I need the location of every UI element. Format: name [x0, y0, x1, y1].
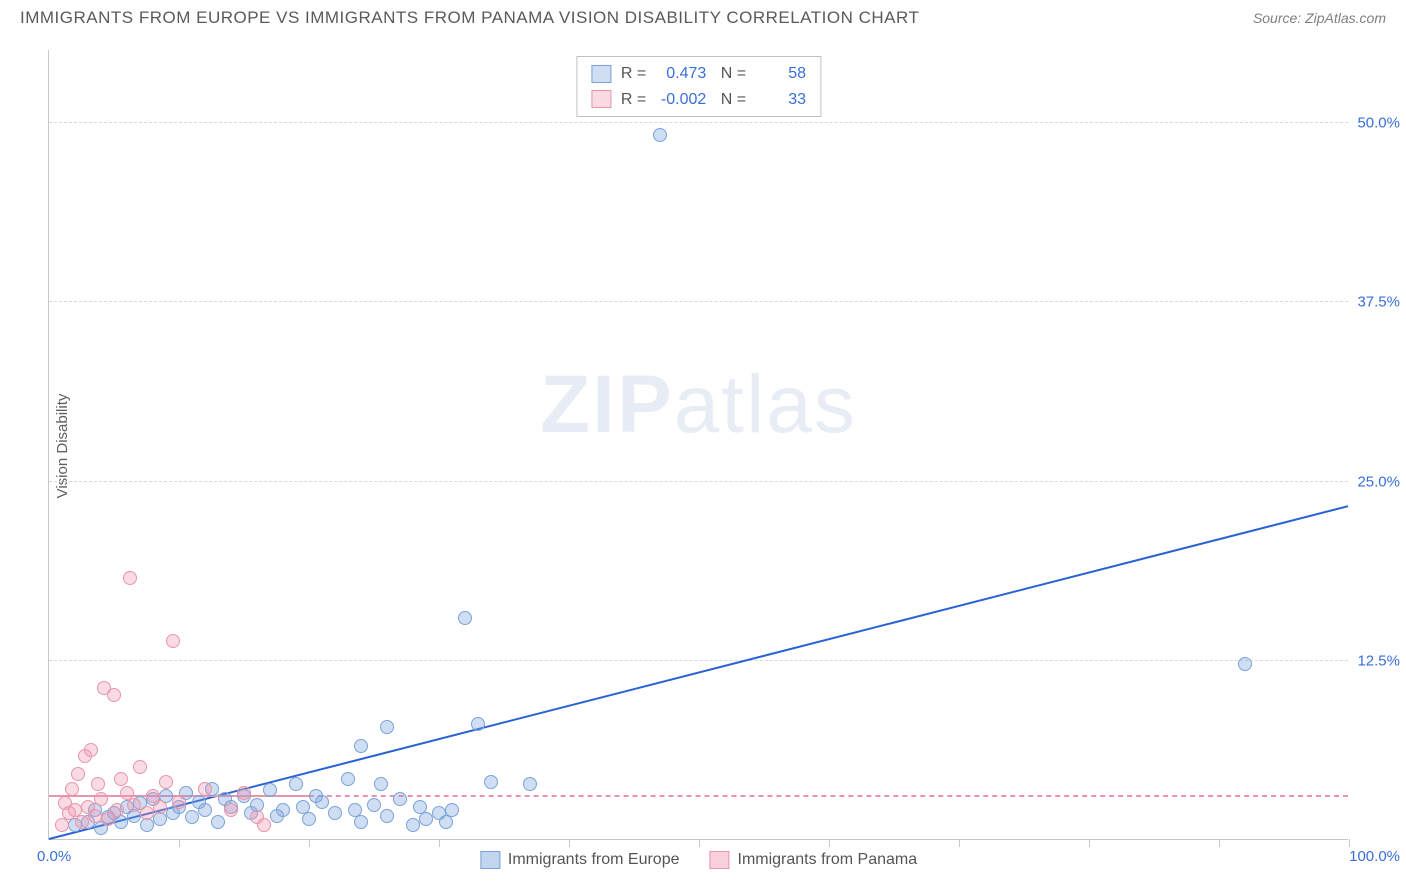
data-point	[458, 611, 472, 625]
data-point	[1238, 657, 1252, 671]
n-value-panama: 33	[756, 87, 806, 113]
data-point	[328, 806, 342, 820]
data-point	[445, 803, 459, 817]
data-point	[237, 786, 251, 800]
data-point	[374, 777, 388, 791]
data-point	[84, 743, 98, 757]
legend-label-panama: Immigrants from Panama	[738, 851, 918, 869]
stats-row-panama: R = -0.002 N = 33	[591, 87, 806, 113]
data-point	[114, 772, 128, 786]
x-tick	[439, 839, 440, 847]
data-point	[159, 775, 173, 789]
legend-item-panama: Immigrants from Panama	[710, 851, 918, 869]
data-point	[523, 777, 537, 791]
data-point	[91, 777, 105, 791]
data-point	[75, 815, 89, 829]
data-point	[289, 777, 303, 791]
data-point	[367, 798, 381, 812]
data-point	[88, 809, 102, 823]
data-point	[110, 803, 124, 817]
data-point	[166, 634, 180, 648]
x-tick	[309, 839, 310, 847]
x-max-label: 100.0%	[1349, 848, 1400, 865]
legend-item-europe: Immigrants from Europe	[480, 851, 680, 869]
data-point	[380, 720, 394, 734]
header: IMMIGRANTS FROM EUROPE VS IMMIGRANTS FRO…	[0, 0, 1406, 32]
gridline: 50.0%	[49, 122, 1348, 123]
legend-label-europe: Immigrants from Europe	[508, 851, 680, 869]
x-tick	[829, 839, 830, 847]
x-tick	[1089, 839, 1090, 847]
x-tick	[1219, 839, 1220, 847]
gridline: 37.5%	[49, 301, 1348, 302]
data-point	[471, 717, 485, 731]
data-point	[123, 571, 137, 585]
source-attribution: Source: ZipAtlas.com	[1253, 10, 1386, 26]
data-point	[140, 806, 154, 820]
data-point	[198, 803, 212, 817]
x-tick	[179, 839, 180, 847]
data-point	[250, 798, 264, 812]
gridline: 25.0%	[49, 481, 1348, 482]
watermark: ZIPatlas	[540, 358, 857, 452]
y-tick-label: 50.0%	[1357, 114, 1400, 131]
x-tick	[699, 839, 700, 847]
swatch-europe	[591, 65, 611, 83]
data-point	[380, 809, 394, 823]
data-point	[127, 798, 141, 812]
data-point	[107, 688, 121, 702]
scatter-chart: ZIPatlas 12.5% 25.0% 37.5% 50.0% R = 0.473 …	[48, 50, 1348, 840]
n-value-europe: 58	[756, 61, 806, 87]
data-point	[484, 775, 498, 789]
correlation-stats-box: R = 0.473 N = 58 R = -0.002 N = 33	[576, 56, 821, 117]
data-point	[315, 795, 329, 809]
x-origin-label: 0.0%	[37, 848, 71, 865]
data-point	[224, 803, 238, 817]
y-tick-label: 25.0%	[1357, 473, 1400, 490]
y-tick-label: 37.5%	[1357, 294, 1400, 311]
stats-row-europe: R = 0.473 N = 58	[591, 61, 806, 87]
r-value-panama: -0.002	[656, 87, 706, 113]
data-point	[257, 818, 271, 832]
data-point	[393, 792, 407, 806]
data-point	[153, 800, 167, 814]
data-point	[94, 792, 108, 806]
data-point	[65, 782, 79, 796]
data-point	[354, 739, 368, 753]
gridline: 12.5%	[49, 660, 1348, 661]
data-point	[653, 128, 667, 142]
data-point	[406, 818, 420, 832]
x-tick	[959, 839, 960, 847]
swatch-panama	[591, 90, 611, 108]
data-point	[276, 803, 290, 817]
x-tick	[1349, 839, 1350, 847]
data-point	[419, 812, 433, 826]
data-point	[354, 815, 368, 829]
data-point	[211, 815, 225, 829]
x-tick	[569, 839, 570, 847]
data-point	[341, 772, 355, 786]
data-point	[263, 783, 277, 797]
series-legend: Immigrants from Europe Immigrants from P…	[480, 851, 917, 869]
data-point	[133, 760, 147, 774]
chart-title: IMMIGRANTS FROM EUROPE VS IMMIGRANTS FRO…	[20, 8, 919, 28]
r-value-europe: 0.473	[656, 61, 706, 87]
trend-lines	[49, 50, 1348, 839]
legend-swatch-europe	[480, 851, 500, 869]
data-point	[172, 795, 186, 809]
data-point	[302, 812, 316, 826]
y-tick-label: 12.5%	[1357, 653, 1400, 670]
data-point	[198, 782, 212, 796]
legend-swatch-panama	[710, 851, 730, 869]
data-point	[71, 767, 85, 781]
data-point	[185, 810, 199, 824]
